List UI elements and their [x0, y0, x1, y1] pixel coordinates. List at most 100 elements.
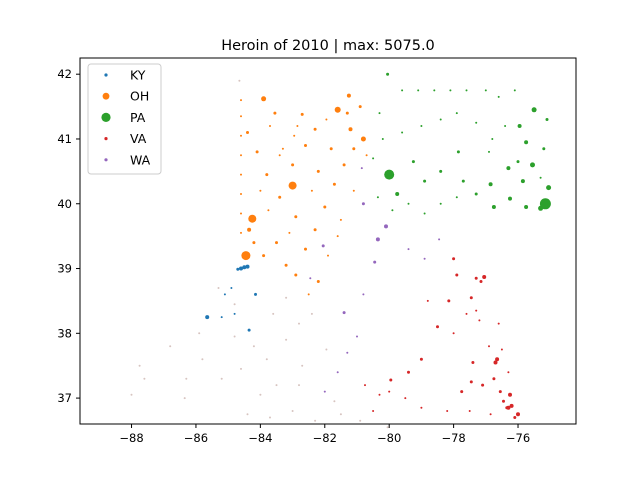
- data-point: [259, 189, 262, 192]
- chart-title: Heroin of 2010 | max: 5075.0: [221, 38, 435, 54]
- data-point: [384, 224, 388, 229]
- data-point: [291, 163, 295, 167]
- data-point: [336, 371, 339, 374]
- legend-label: PA: [130, 110, 146, 125]
- data-point: [332, 182, 336, 186]
- data-point: [455, 112, 458, 115]
- data-point: [325, 118, 328, 121]
- data-point: [217, 287, 220, 289]
- data-point: [240, 231, 242, 234]
- data-point: [265, 358, 268, 361]
- data-point: [524, 205, 529, 209]
- data-point: [439, 118, 442, 121]
- data-point: [488, 182, 493, 187]
- data-point: [419, 357, 423, 361]
- data-point: [488, 345, 490, 348]
- x-tick-label: −80: [377, 431, 401, 445]
- legend-label: WA: [130, 152, 151, 167]
- data-point: [300, 112, 304, 116]
- data-point: [465, 312, 468, 315]
- data-point: [309, 277, 312, 280]
- data-point: [298, 322, 300, 325]
- data-point: [517, 124, 522, 128]
- data-point: [508, 392, 512, 397]
- data-point: [372, 410, 375, 412]
- data-point: [281, 147, 284, 150]
- data-point: [205, 315, 210, 320]
- data-point: [323, 205, 327, 209]
- data-point: [316, 169, 320, 173]
- data-point: [246, 413, 249, 416]
- data-point: [449, 89, 452, 92]
- data-point: [278, 154, 281, 157]
- data-point: [288, 181, 297, 190]
- data-point: [505, 406, 509, 410]
- data-point: [524, 140, 529, 145]
- data-point: [285, 338, 288, 341]
- data-point: [233, 303, 236, 306]
- data-point: [391, 209, 394, 212]
- data-point: [130, 393, 133, 396]
- data-point: [143, 377, 146, 380]
- data-point: [275, 384, 278, 387]
- data-point: [307, 293, 310, 296]
- data-point: [481, 383, 485, 387]
- legend-marker: [104, 137, 108, 141]
- data-point: [461, 179, 465, 183]
- y-tick-label: 41: [57, 132, 72, 146]
- x-tick-label: −78: [441, 431, 465, 445]
- data-point: [508, 196, 512, 201]
- data-point: [381, 138, 384, 140]
- data-point: [507, 371, 510, 374]
- data-point: [446, 410, 449, 412]
- data-point: [348, 127, 353, 132]
- data-point: [475, 121, 478, 124]
- data-point: [265, 173, 269, 177]
- data-point: [491, 138, 494, 140]
- x-tick-label: −82: [313, 431, 337, 445]
- y-tick-label: 39: [57, 262, 72, 276]
- data-point: [516, 412, 520, 417]
- data-point: [233, 312, 236, 315]
- data-point: [492, 377, 496, 381]
- series-pa: [372, 72, 552, 215]
- data-point: [360, 136, 366, 142]
- legend-marker: [104, 158, 108, 162]
- data-point: [375, 237, 380, 242]
- data-point: [545, 118, 549, 121]
- data-point: [346, 351, 349, 354]
- data-point: [272, 312, 275, 315]
- data-point: [530, 162, 535, 168]
- legend-box: [87, 63, 162, 175]
- data-point: [240, 173, 242, 176]
- series-wa: [309, 167, 441, 393]
- data-point: [327, 254, 329, 257]
- data-point: [423, 179, 427, 183]
- data-point: [513, 416, 517, 419]
- data-point: [539, 198, 551, 210]
- data-point: [386, 426, 389, 429]
- data-point: [288, 231, 291, 234]
- data-point: [313, 127, 317, 131]
- data-point: [460, 390, 464, 394]
- data-point: [316, 280, 320, 283]
- data-point: [404, 397, 407, 400]
- data-point: [493, 360, 498, 365]
- data-point: [240, 367, 242, 370]
- data-point: [372, 157, 375, 160]
- legend-marker: [101, 112, 111, 122]
- data-point: [468, 410, 471, 412]
- data-point: [465, 89, 468, 92]
- data-point: [484, 89, 487, 92]
- data-point: [294, 215, 298, 219]
- data-point: [500, 348, 503, 351]
- data-point: [138, 364, 141, 367]
- data-point: [546, 185, 552, 191]
- data-point: [479, 280, 483, 283]
- data-point: [236, 267, 240, 271]
- data-point: [395, 192, 400, 196]
- data-point: [469, 296, 473, 300]
- data-point: [329, 147, 333, 151]
- legend-label: OH: [130, 89, 149, 104]
